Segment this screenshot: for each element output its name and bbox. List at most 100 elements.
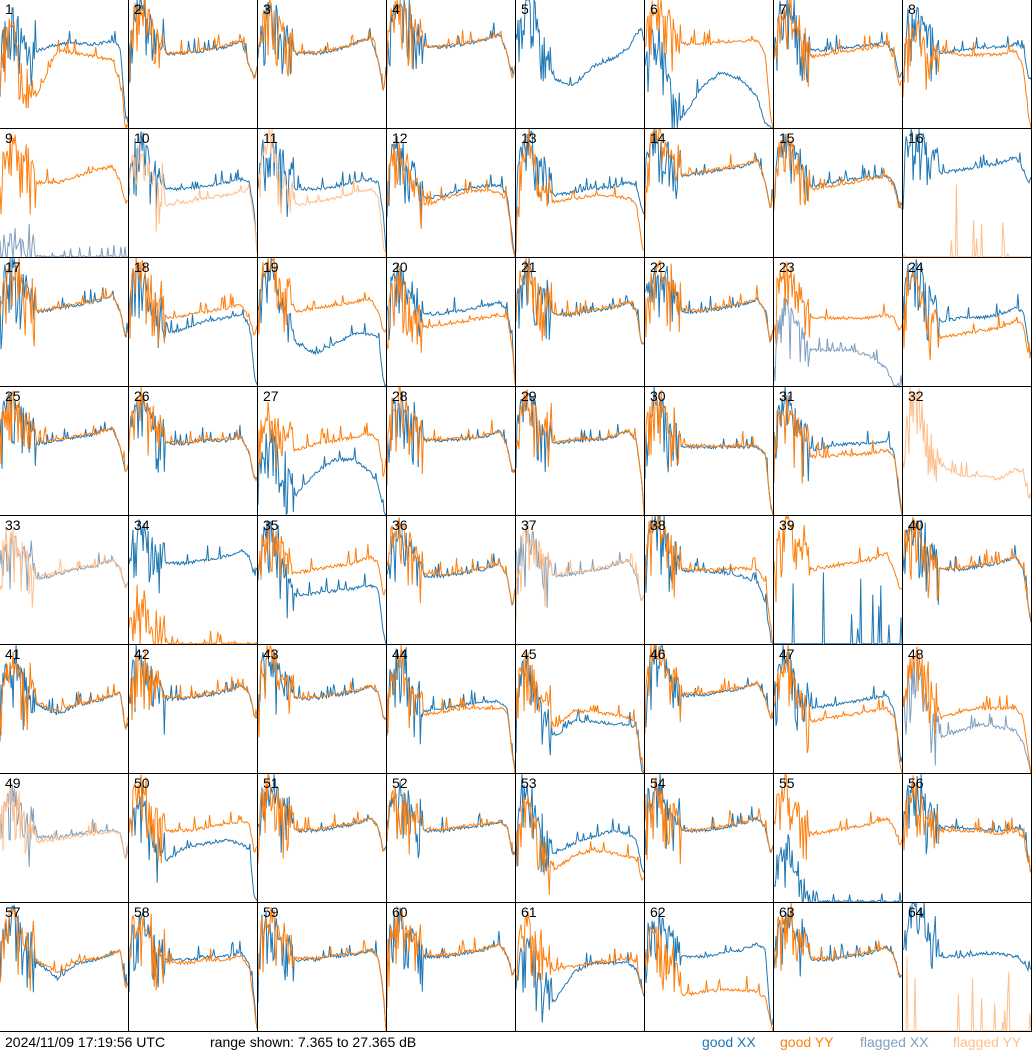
panel-plot — [0, 390, 128, 472]
panel-label: 56 — [908, 775, 924, 791]
range-text: range shown: 7.365 to 27.365 dB — [210, 1034, 417, 1050]
panel-label: 4 — [392, 1, 400, 17]
panel-label: 6 — [650, 1, 658, 17]
flagged-xx-line — [0, 783, 128, 867]
panel-label: 41 — [5, 646, 21, 662]
good-xx-line — [903, 903, 1031, 973]
good-yy-line — [387, 906, 515, 1008]
good-xx-line — [387, 907, 515, 992]
panel-plot — [645, 387, 773, 515]
panel-plot — [516, 0, 644, 87]
antenna-panel: 16 — [903, 129, 1032, 258]
antenna-panel: 29 — [516, 387, 645, 516]
panel-plot — [774, 133, 902, 211]
antenna-panel: 38 — [645, 516, 774, 645]
panel-label: 32 — [908, 388, 924, 404]
panel-plot — [645, 259, 773, 344]
panel-label: 46 — [650, 646, 666, 662]
panel-label: 64 — [908, 904, 924, 920]
panel-plot — [258, 520, 386, 644]
panel-label: 45 — [521, 646, 537, 662]
good-yy-line — [516, 911, 644, 995]
panel-label: 12 — [392, 130, 408, 146]
good-xx-line — [387, 0, 515, 76]
panel-plot — [774, 774, 902, 902]
good-xx-line — [516, 655, 644, 773]
panel-plot — [903, 646, 1031, 773]
good-xx-line — [645, 21, 773, 128]
good-xx-line — [645, 387, 773, 515]
antenna-panel: 56 — [903, 774, 1032, 903]
flagged-xx-line — [903, 653, 1031, 773]
panel-label: 63 — [779, 904, 795, 920]
flagged-yy-line — [903, 184, 1031, 257]
good-yy-line — [258, 401, 386, 477]
good-yy-line — [774, 903, 902, 977]
panel-plot — [387, 387, 515, 486]
antenna-panel: 9 — [0, 129, 129, 258]
panel-label: 8 — [908, 1, 916, 17]
panel-plot — [774, 516, 902, 644]
good-xx-line — [903, 519, 1031, 623]
good-yy-line — [516, 796, 644, 895]
panel-plot — [903, 259, 1031, 360]
panel-label: 31 — [779, 388, 795, 404]
panel-label: 34 — [134, 517, 150, 533]
panel-plot — [0, 904, 128, 993]
panel-label: 37 — [521, 517, 537, 533]
good-yy-line — [774, 395, 902, 515]
panel-plot — [129, 645, 257, 735]
panel-plot — [774, 903, 902, 979]
good-yy-line — [129, 584, 257, 644]
good-yy-line — [129, 387, 257, 482]
flagged-yy-line — [258, 129, 386, 257]
good-yy-line — [645, 129, 773, 221]
good-yy-line — [258, 645, 386, 738]
panel-plot — [0, 782, 128, 867]
panel-plot — [516, 258, 644, 345]
panel-label: 30 — [650, 388, 666, 404]
antenna-panel: 51 — [258, 774, 387, 903]
good-yy-line — [903, 516, 1031, 621]
panel-label: 52 — [392, 775, 408, 791]
antenna-panel: 7 — [774, 0, 903, 129]
antenna-panel: 52 — [387, 774, 516, 903]
good-yy-line — [774, 261, 902, 345]
panel-label: 62 — [650, 904, 666, 920]
panel-plot — [903, 6, 1031, 128]
good-xx-line — [903, 259, 1031, 356]
good-xx-line — [516, 129, 644, 235]
good-xx-line — [129, 910, 257, 1030]
good-yy-line — [774, 133, 902, 211]
good-xx-line — [774, 387, 902, 515]
legend-good-yy: good YY — [780, 1034, 834, 1050]
good-yy-line — [903, 775, 1031, 873]
good-yy-line — [774, 774, 902, 860]
panel-label: 2 — [134, 1, 142, 17]
antenna-panel: 55 — [774, 774, 903, 903]
good-yy-line — [129, 774, 257, 864]
panel-label: 35 — [263, 517, 279, 533]
legend-good-xx: good XX — [702, 1034, 756, 1050]
antenna-panel: 23 — [774, 258, 903, 387]
good-xx-line — [774, 645, 902, 763]
good-xx-line — [129, 786, 257, 902]
good-yy-line — [387, 387, 515, 486]
panel-label: 5 — [521, 1, 529, 17]
antenna-panel: 50 — [129, 774, 258, 903]
good-yy-line — [387, 785, 515, 856]
good-yy-line — [774, 645, 902, 773]
good-yy-line — [645, 925, 773, 1031]
good-yy-line — [258, 0, 386, 91]
good-yy-line — [903, 270, 1031, 360]
flagged-yy-line — [0, 782, 128, 860]
panel-plot — [516, 911, 644, 1023]
antenna-panel: 5 — [516, 0, 645, 129]
panel-label: 17 — [5, 259, 21, 275]
antenna-panel: 34 — [129, 516, 258, 645]
antenna-panel: 4 — [387, 0, 516, 129]
flagged-xx-line — [774, 297, 902, 386]
antenna-panel: 12 — [387, 129, 516, 258]
antenna-panel: 11 — [258, 129, 387, 258]
panel-plot — [645, 0, 773, 128]
